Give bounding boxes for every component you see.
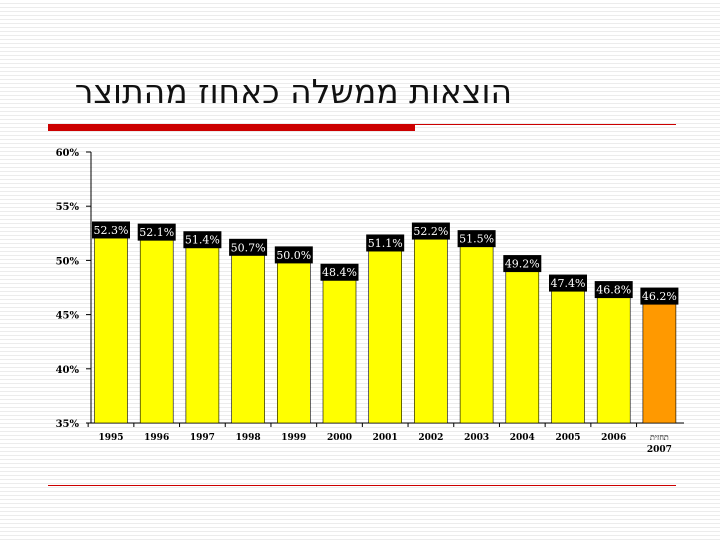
bar (231, 252, 265, 424)
y-tick-label: 50% (56, 256, 80, 267)
x-tick-label: 1995 (98, 433, 123, 443)
data-label: 50.7% (231, 241, 266, 254)
x-tick-label: 2003 (464, 433, 489, 443)
data-label-box (594, 281, 633, 299)
data-label: 52.2% (413, 225, 448, 238)
x-tick-label: 1996 (144, 433, 169, 443)
y-tick-label: 40% (56, 365, 80, 376)
data-label-box (366, 234, 405, 252)
x-tick-label-line2: 2007 (647, 445, 672, 455)
bar (276, 260, 311, 424)
data-label: 51.4% (185, 234, 220, 247)
bar (322, 277, 357, 424)
data-label: 50.0% (276, 249, 311, 262)
data-label-box (229, 238, 268, 256)
data-label-box (137, 223, 176, 241)
bar (185, 244, 220, 424)
x-tick-label: 1999 (281, 433, 306, 443)
footer-rule (48, 485, 676, 486)
data-label: 51.5% (459, 233, 494, 246)
x-tick-label: 2000 (327, 433, 352, 443)
x-tick-label: 2002 (418, 433, 443, 443)
y-tick-label: 60% (56, 148, 80, 159)
data-label: 49.2% (505, 258, 540, 271)
bar (459, 243, 494, 424)
bar (642, 301, 677, 424)
y-tick-label: 45% (56, 311, 80, 322)
data-label: 46.8% (596, 284, 631, 297)
title-underline-accent (48, 124, 415, 131)
data-label-box (640, 287, 679, 305)
data-label-box (320, 263, 359, 281)
data-label: 52.1% (139, 226, 174, 239)
x-tick-label: 2004 (510, 433, 535, 443)
y-tick-label: 35% (56, 419, 80, 430)
bar (139, 237, 174, 424)
data-label-box (457, 230, 496, 248)
data-label: 46.2% (642, 290, 677, 303)
data-label-box (92, 221, 130, 239)
bar (596, 294, 631, 424)
bar (94, 235, 128, 424)
data-label: 47.4% (551, 277, 586, 290)
x-tick-label: 2001 (373, 433, 398, 443)
slide-title: הוצאות ממשלה כאחוז מהתוצר (74, 72, 512, 111)
bar (368, 248, 403, 424)
x-tick-label: 2006 (601, 433, 626, 443)
bar (505, 268, 540, 424)
x-tick-label: 2005 (555, 433, 580, 443)
x-tick-label: 1997 (190, 433, 215, 443)
title-underline-rule (48, 124, 676, 125)
data-label-box (549, 274, 587, 292)
data-label: 52.3% (94, 224, 129, 237)
bar (551, 288, 585, 424)
data-label-box (183, 231, 222, 249)
data-label: 51.1% (368, 237, 403, 250)
data-label: 48.4% (322, 266, 357, 279)
y-tick-label: 55% (56, 202, 80, 213)
x-tick-label: 1998 (236, 433, 261, 443)
x-tick-label-line1: תחזית (650, 433, 669, 442)
data-label-box (503, 255, 542, 273)
data-label-box (274, 246, 313, 264)
data-label-box (411, 222, 450, 240)
bar (414, 236, 448, 424)
